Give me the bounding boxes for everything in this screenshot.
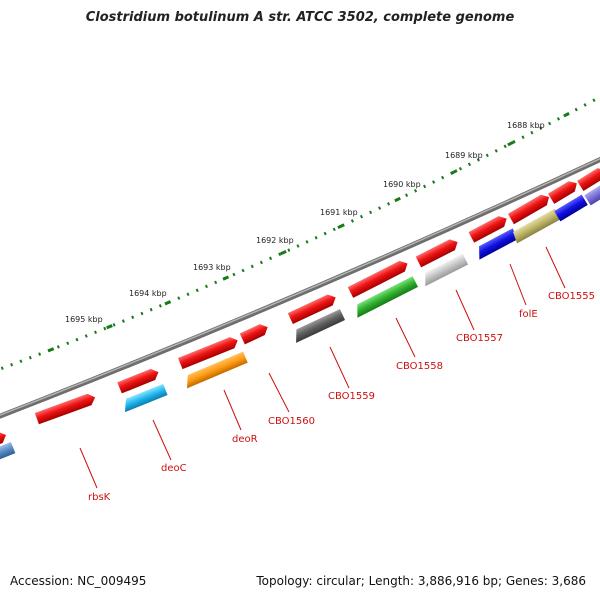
ruler-major-ticks — [0, 95, 600, 371]
gene-label-CBO1560: CBO1560 — [268, 416, 315, 427]
label-leaders — [79, 246, 566, 489]
accession-text: Accession: NC_009495 — [10, 574, 147, 588]
gene-forward-3 — [117, 368, 159, 394]
gene-label-CBO1559: CBO1559 — [328, 391, 375, 402]
kbp-label-1692: 1692 kbp — [256, 236, 294, 245]
gene-label-CBO1558: CBO1558 — [396, 361, 443, 372]
gene-labels: CBO1555 folE CBO1557 CBO1558 CBO1559 CBO… — [88, 291, 595, 503]
forward-genes — [0, 168, 600, 453]
gene-forward-8 — [415, 239, 458, 268]
gene-label-rbsK: rbsK — [88, 492, 111, 503]
gene-forward-2 — [34, 393, 96, 425]
kbp-label-1694: 1694 kbp — [129, 289, 167, 298]
gene-steel — [0, 441, 16, 467]
gene-label-deoC: deoC — [161, 463, 187, 474]
kbp-label-1691: 1691 kbp — [320, 208, 358, 217]
kbp-label-1695: 1695 kbp — [65, 315, 103, 324]
kbp-labels: 1688 kbp 1689 kbp 1690 kbp 1691 kbp 1692… — [65, 121, 545, 324]
ruler-minor-ticks — [0, 95, 600, 371]
gene-forward-6 — [287, 294, 336, 325]
genome-backbone — [0, 156, 600, 419]
leader-CBO1560 — [268, 372, 290, 413]
gene-forward-9 — [468, 216, 507, 243]
gene-deoC — [124, 383, 168, 413]
gene-CBO1558 — [357, 276, 419, 318]
gene-forward-4 — [178, 337, 238, 370]
kbp-label-1693: 1693 kbp — [193, 263, 231, 272]
gene-CBO1555 — [512, 208, 561, 244]
gene-label-CBO1555: CBO1555 — [548, 291, 595, 302]
kbp-label-1690: 1690 kbp — [383, 180, 421, 189]
leader-deoC — [152, 419, 172, 461]
leader-CBO1557 — [455, 289, 475, 331]
gene-CBO1559 — [296, 309, 346, 343]
leader-CBO1558 — [395, 317, 416, 358]
leader-CBO1559 — [329, 346, 350, 389]
gene-label-CBO1557: CBO1557 — [456, 333, 503, 344]
gene-purple — [584, 182, 600, 206]
gene-folE — [479, 228, 519, 260]
gene-forward-7 — [347, 260, 408, 298]
gene-label-folE: folE — [519, 309, 538, 320]
gene-blue-2 — [554, 194, 588, 222]
gene-CBO1557 — [425, 253, 469, 287]
leader-rbsK — [79, 447, 98, 489]
kbp-ruler — [0, 95, 600, 371]
gene-forward-12 — [577, 168, 600, 192]
kbp-label-1689: 1689 kbp — [445, 151, 483, 160]
leader-deoR — [223, 389, 242, 431]
kbp-label-1688: 1688 kbp — [507, 121, 545, 130]
gene-forward-11 — [548, 181, 577, 204]
leader-folE — [509, 263, 527, 306]
gene-forward-5 — [239, 324, 268, 345]
genome-summary-text: Topology: circular; Length: 3,886,916 bp… — [256, 574, 586, 588]
leader-CBO1555 — [545, 246, 566, 289]
gene-deoR — [186, 351, 248, 389]
reverse-genes — [0, 182, 600, 467]
gene-label-deoR: deoR — [232, 434, 258, 445]
gene-forward-10 — [507, 194, 550, 225]
genome-title: Clostridium botulinum A str. ATCC 3502, … — [85, 10, 515, 25]
